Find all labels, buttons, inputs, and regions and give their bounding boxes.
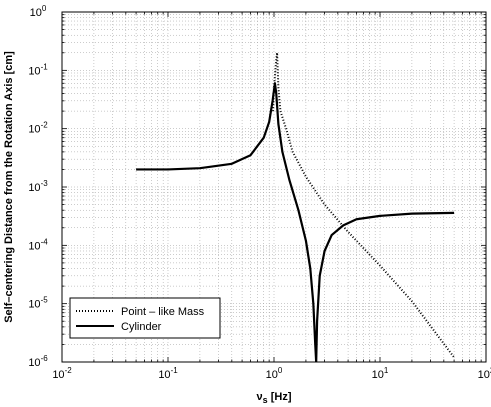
legend: Point – like Mass Cylinder — [69, 297, 221, 339]
y-tick-label-exponent: -3 — [41, 179, 49, 188]
x-axis-label-sub: s — [263, 395, 268, 405]
x-tick-label-base: 10 — [372, 369, 384, 381]
y-tick-label-exponent: -5 — [41, 296, 49, 305]
y-tick-label-exponent: -1 — [41, 62, 49, 71]
y-tick-label-base: 10 — [28, 124, 40, 136]
x-tick-label-base: 10 — [478, 369, 490, 381]
series-line-point-like-mass — [272, 51, 455, 358]
y-tick-label-exponent: -2 — [41, 121, 49, 130]
y-tick-label: 100 — [30, 4, 47, 19]
y-tick-label-base: 10 — [28, 182, 40, 194]
x-tick-label-base: 10 — [266, 369, 278, 381]
legend-box — [69, 297, 221, 339]
y-tick-label-base: 10 — [30, 7, 42, 19]
y-tick-label-base: 10 — [28, 357, 40, 369]
legend-label-point-like-mass: Point – like Mass — [121, 306, 205, 318]
x-tick-label: 102 — [478, 366, 491, 381]
x-tick-label-exponent: 2 — [490, 366, 491, 375]
x-tick-label-exponent: 0 — [278, 366, 283, 375]
x-axis-label: νs [Hz] — [257, 391, 292, 405]
tick-labels: 10-210-110010110210-610-510-410-310-210-… — [28, 4, 491, 381]
y-tick-label-base: 10 — [28, 65, 40, 77]
x-tick-label: 101 — [372, 366, 389, 381]
y-tick-label: 10-2 — [28, 121, 48, 136]
x-tick-label-exponent: -2 — [65, 366, 73, 375]
y-tick-label-base: 10 — [28, 240, 40, 252]
y-tick-label: 10-3 — [28, 179, 48, 194]
y-tick-label: 10-5 — [28, 296, 48, 311]
y-tick-label: 10-1 — [28, 62, 48, 77]
x-tick-label: 100 — [266, 366, 283, 381]
x-tick-label-exponent: 1 — [384, 366, 389, 375]
y-tick-label: 10-6 — [28, 354, 48, 369]
y-tick-label-exponent: -4 — [41, 237, 49, 246]
y-tick-label-base: 10 — [28, 299, 40, 311]
series-layer — [136, 51, 455, 362]
x-tick-label-base: 10 — [52, 369, 64, 381]
legend-label-cylinder: Cylinder — [121, 321, 162, 333]
x-tick-label: 10-2 — [52, 366, 72, 381]
y-tick-label-exponent: -6 — [41, 354, 49, 363]
y-tick-label-exponent: 0 — [42, 4, 47, 13]
x-tick-label: 10-1 — [158, 366, 178, 381]
y-tick-label: 10-4 — [28, 237, 48, 252]
ticks — [62, 12, 486, 362]
x-tick-label-exponent: -1 — [171, 366, 179, 375]
x-axis-label-unit: [Hz] — [268, 391, 292, 403]
y-axis-label: Self–centering Distance from the Rotatio… — [3, 51, 15, 323]
x-axis-label-main: ν — [257, 391, 263, 403]
series-line-cylinder — [136, 82, 455, 362]
x-tick-label-base: 10 — [158, 369, 170, 381]
